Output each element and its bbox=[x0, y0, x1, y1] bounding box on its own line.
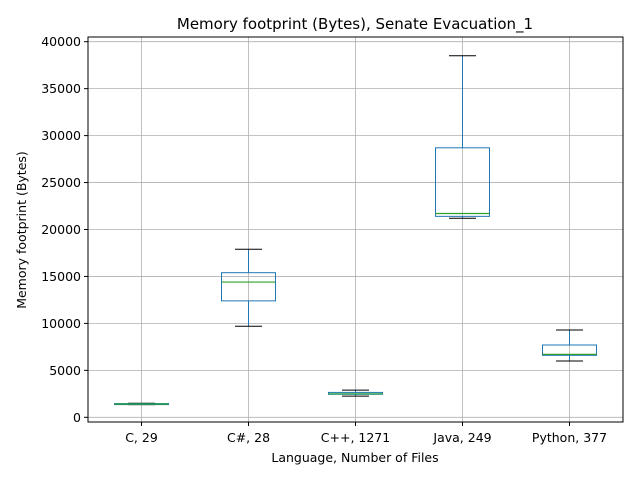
iqr-box bbox=[542, 344, 597, 356]
x-tick-label: C, 29 bbox=[125, 430, 158, 445]
x-tick-label: Java, 249 bbox=[432, 430, 491, 445]
y-axis-label: Memory footprint (Bytes) bbox=[14, 151, 29, 309]
y-tick-label: 20000 bbox=[41, 222, 81, 237]
x-tick-label: Python, 377 bbox=[532, 430, 607, 445]
y-tick-label: 35000 bbox=[41, 81, 81, 96]
y-tick-label: 25000 bbox=[41, 175, 81, 190]
y-tick-label: 5000 bbox=[49, 363, 81, 378]
iqr-box bbox=[221, 272, 276, 302]
box-group bbox=[328, 389, 383, 397]
y-tick-label: 10000 bbox=[41, 316, 81, 331]
x-tick-label: C#, 28 bbox=[227, 430, 270, 445]
tick-layer: 0 5000 10000 15000 20000 25000 30000 35000 40000… bbox=[41, 34, 607, 445]
y-tick-label: 15000 bbox=[41, 269, 81, 284]
box-group bbox=[114, 402, 169, 406]
y-tick-label: 0 bbox=[73, 410, 81, 425]
box-group bbox=[542, 329, 597, 362]
x-tick-label: C++, 1271 bbox=[321, 430, 390, 445]
box-layer bbox=[114, 55, 597, 406]
box-group bbox=[221, 248, 276, 327]
x-axis-label: Language, Number of Files bbox=[271, 450, 438, 465]
y-tick-label: 30000 bbox=[41, 128, 81, 143]
chart-title: Memory footprint (Bytes), Senate Evacuat… bbox=[177, 15, 533, 34]
box-group bbox=[435, 55, 490, 219]
iqr-box bbox=[435, 147, 490, 217]
y-tick-label: 40000 bbox=[41, 34, 81, 49]
